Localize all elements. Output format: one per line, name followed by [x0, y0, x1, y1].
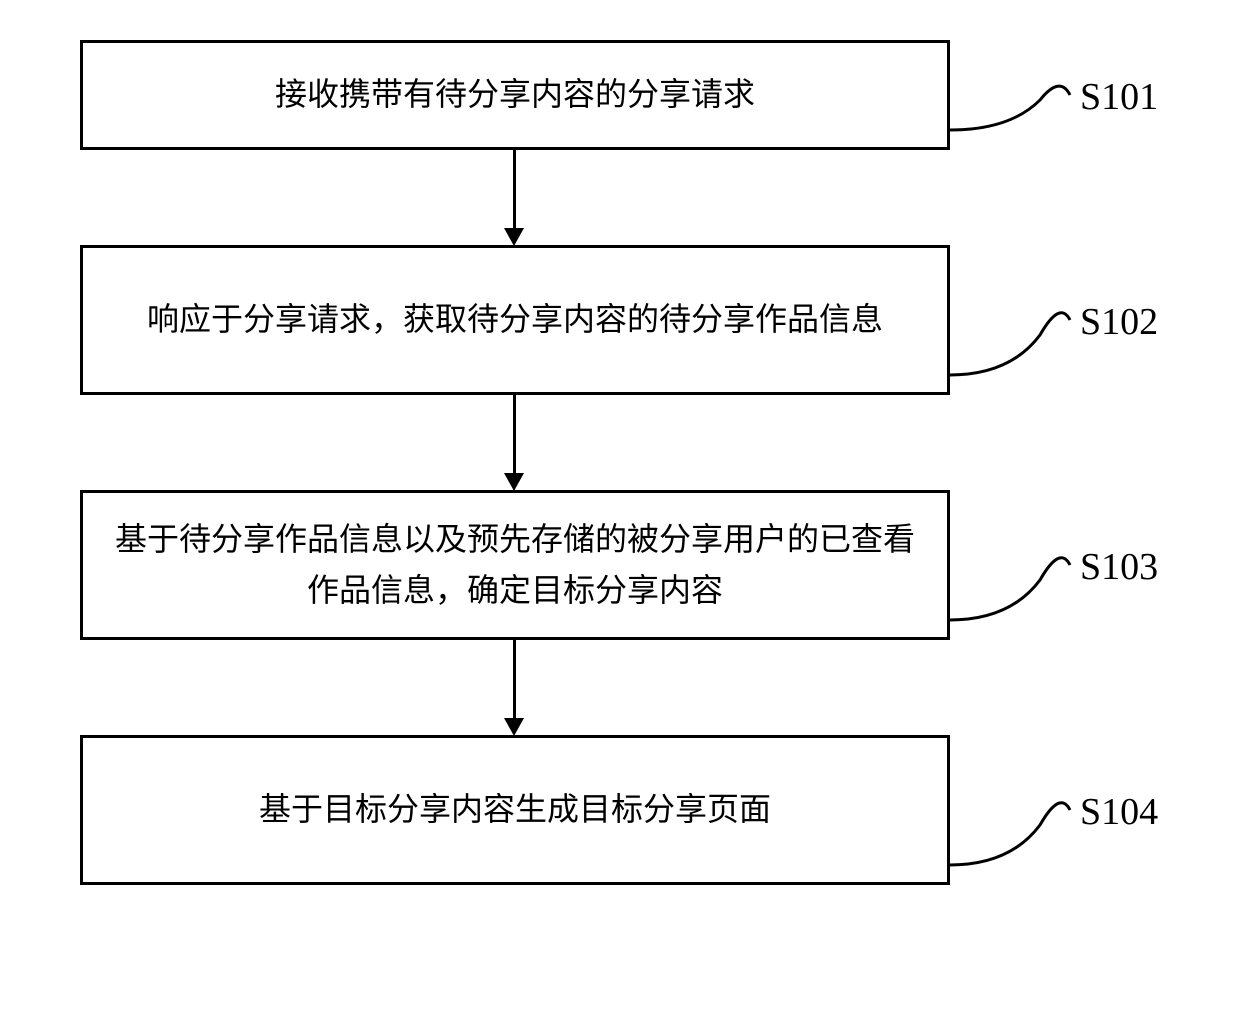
arrow-line-3 [513, 640, 516, 718]
step-box-s102: 响应于分享请求，获取待分享内容的待分享作品信息 [80, 245, 950, 395]
arrow-head-1 [504, 228, 524, 246]
step-box-s104: 基于目标分享内容生成目标分享页面 [80, 735, 950, 885]
step-label-s103: S103 [1080, 545, 1158, 589]
connector-curve-s102 [950, 295, 1080, 385]
flowchart-container: 接收携带有待分享内容的分享请求 S101 响应于分享请求，获取待分享内容的待分享… [0, 0, 1240, 1016]
connector-curve-s103 [950, 540, 1080, 630]
step-label-s102: S102 [1080, 300, 1158, 344]
step-text-s103: 基于待分享作品信息以及预先存储的被分享用户的已查看作品信息，确定目标分享内容 [103, 514, 927, 616]
arrow-head-2 [504, 473, 524, 491]
step-label-s101: S101 [1080, 75, 1158, 119]
arrow-line-1 [513, 150, 516, 228]
step-label-s104: S104 [1080, 790, 1158, 834]
step-text-s101: 接收携带有待分享内容的分享请求 [275, 69, 755, 120]
step-text-s104: 基于目标分享内容生成目标分享页面 [259, 784, 771, 835]
step-box-s101: 接收携带有待分享内容的分享请求 [80, 40, 950, 150]
connector-curve-s101 [950, 70, 1080, 140]
connector-curve-s104 [950, 785, 1080, 875]
step-text-s102: 响应于分享请求，获取待分享内容的待分享作品信息 [147, 294, 883, 345]
arrow-line-2 [513, 395, 516, 473]
step-box-s103: 基于待分享作品信息以及预先存储的被分享用户的已查看作品信息，确定目标分享内容 [80, 490, 950, 640]
arrow-head-3 [504, 718, 524, 736]
